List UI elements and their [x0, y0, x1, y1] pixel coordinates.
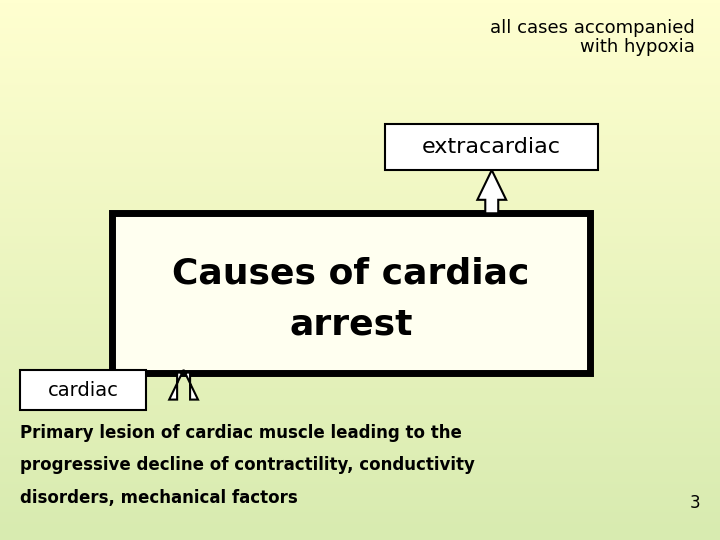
Bar	[20, 370, 146, 410]
Text: progressive decline of contractility, conductivity: progressive decline of contractility, co…	[20, 456, 475, 474]
Text: 3: 3	[689, 494, 700, 512]
Text: Causes of cardiac: Causes of cardiac	[172, 257, 530, 291]
Text: arrest: arrest	[289, 308, 413, 342]
Text: Primary lesion of cardiac muscle leading to the: Primary lesion of cardiac muscle leading…	[20, 424, 462, 442]
FancyArrow shape	[477, 170, 506, 213]
Text: cardiac: cardiac	[48, 381, 119, 400]
Text: extracardiac: extracardiac	[422, 137, 561, 157]
Text: with hypoxia: with hypoxia	[580, 38, 695, 56]
Text: disorders, mechanical factors: disorders, mechanical factors	[20, 489, 298, 507]
Bar	[385, 124, 598, 170]
Text: all cases accompanied: all cases accompanied	[490, 19, 695, 37]
FancyArrow shape	[169, 370, 198, 400]
Bar	[112, 213, 590, 373]
